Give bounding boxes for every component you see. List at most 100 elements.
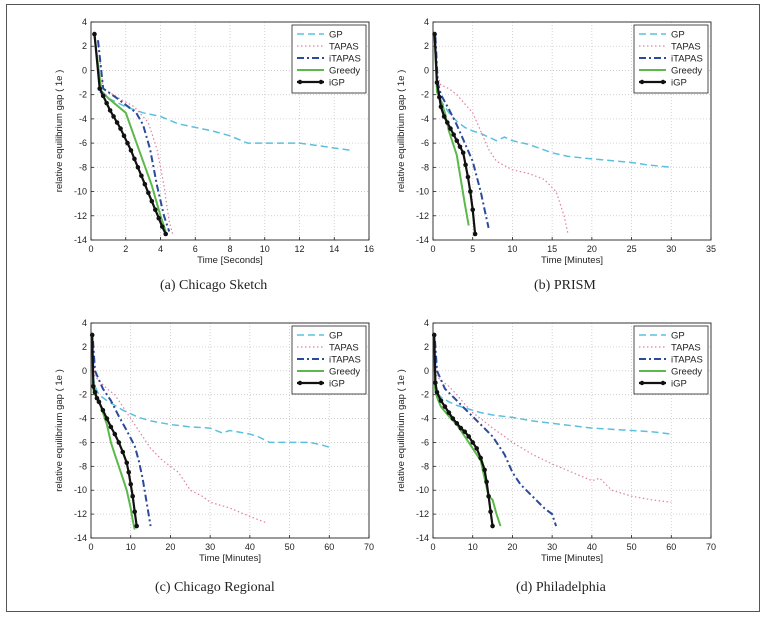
data-point-igp	[135, 165, 141, 170]
x-tick-label: 12	[294, 244, 304, 254]
x-tick-label: 0	[88, 244, 93, 254]
series-line-tapas	[434, 346, 672, 503]
legend-label-igp: iGP	[671, 379, 687, 390]
legend-label-gp: GP	[671, 30, 685, 41]
legend-marker	[660, 79, 666, 85]
y-tick-label: -10	[416, 485, 429, 495]
data-point-igp	[97, 86, 102, 91]
series-line-gp	[99, 91, 352, 152]
y-axis-label: relative equilibrium gap ( 1e )	[396, 369, 407, 492]
caption-a: (a) Chicago Sketch	[160, 278, 268, 293]
y-tick-label: 0	[82, 65, 87, 75]
data-point-igp	[482, 467, 487, 473]
y-axis-label: relative equilibrium gap ( 1e )	[54, 70, 65, 193]
data-point-igp	[478, 455, 483, 461]
data-point-igp	[139, 173, 144, 179]
legend-marker	[660, 380, 666, 386]
x-tick-label: 30	[547, 542, 557, 552]
legend-label-tapas: TAPAS	[671, 343, 701, 354]
x-tick-label: 5	[470, 244, 475, 254]
data-point-igp	[142, 181, 148, 187]
x-tick-label: 10	[260, 244, 270, 254]
legend-label-tapas: TAPAS	[329, 343, 359, 354]
data-point-igp	[96, 399, 102, 405]
legend-box	[291, 325, 367, 395]
x-tick-label: 10	[468, 542, 478, 552]
data-point-igp	[446, 410, 452, 415]
data-point-igp	[125, 140, 130, 146]
data-point-igp	[108, 424, 114, 430]
data-point-igp	[91, 384, 96, 389]
caption-d: (d) Philadelphia	[516, 580, 606, 595]
data-point-igp	[441, 114, 447, 119]
y-tick-label: -4	[79, 114, 87, 124]
data-point-igp	[126, 470, 132, 475]
y-tick-label: 0	[82, 366, 87, 376]
x-tick-label: 60	[666, 542, 676, 552]
y-tick-label: -10	[416, 187, 429, 197]
y-tick-label: -6	[421, 437, 429, 447]
data-point-igp	[488, 509, 493, 515]
data-point-igp	[100, 407, 106, 413]
series-line-tapas	[92, 346, 266, 524]
data-point-igp	[111, 114, 116, 119]
data-point-igp	[149, 198, 155, 204]
y-tick-label: -14	[74, 533, 87, 543]
y-tick-label: -12	[74, 509, 87, 519]
data-point-igp	[474, 446, 479, 451]
x-tick-label: 40	[587, 542, 597, 552]
y-tick-label: 2	[82, 41, 87, 51]
y-tick-label: -8	[421, 461, 429, 471]
data-point-igp	[146, 190, 151, 196]
y-axis-label: relative equilibrium gap ( 1e )	[54, 369, 65, 492]
x-tick-label: 10	[126, 542, 136, 552]
series-line-itapas	[92, 340, 152, 527]
data-point-igp	[470, 207, 476, 213]
data-point-igp	[448, 126, 453, 131]
y-tick-label: 0	[424, 65, 429, 75]
data-point-igp	[465, 174, 471, 180]
y-tick-label: -14	[416, 235, 429, 245]
data-point-igp	[434, 80, 440, 85]
x-tick-label: 70	[364, 542, 374, 552]
legend-marker	[318, 79, 324, 85]
data-point-igp	[132, 156, 137, 162]
y-tick-label: -2	[79, 390, 87, 400]
data-point-igp	[484, 479, 489, 485]
x-tick-label: 30	[205, 542, 215, 552]
y-tick-label: 2	[424, 41, 429, 51]
data-point-igp	[104, 416, 110, 421]
data-point-igp	[112, 431, 118, 437]
data-point-igp	[458, 425, 464, 431]
axes-box	[90, 322, 370, 539]
y-tick-label: 4	[82, 17, 87, 27]
data-point-igp	[152, 207, 158, 213]
data-point-igp	[128, 148, 134, 153]
data-point-igp	[120, 449, 126, 455]
x-tick-label: 20	[507, 542, 517, 552]
legend-label-gp: GP	[329, 331, 343, 342]
legend-marker	[639, 79, 645, 85]
data-point-igp	[437, 94, 442, 100]
legend-label-itapas: iTAPAS	[671, 355, 703, 366]
data-point-igp	[463, 162, 468, 168]
data-point-igp	[450, 416, 456, 421]
y-tick-label: -12	[416, 211, 429, 221]
x-tick-label: 8	[227, 244, 232, 254]
data-point-igp	[457, 144, 463, 150]
legend-label-itapas: iTAPAS	[329, 54, 361, 65]
y-tick-label: 4	[424, 17, 429, 27]
y-tick-label: -14	[74, 235, 87, 245]
data-point-igp	[107, 108, 113, 113]
y-tick-label: -8	[79, 461, 87, 471]
data-point-igp	[114, 120, 120, 125]
data-point-igp	[434, 389, 440, 395]
y-tick-label: -10	[74, 187, 87, 197]
y-tick-label: -4	[421, 114, 429, 124]
y-tick-label: -6	[79, 138, 87, 148]
data-point-igp	[454, 421, 460, 426]
